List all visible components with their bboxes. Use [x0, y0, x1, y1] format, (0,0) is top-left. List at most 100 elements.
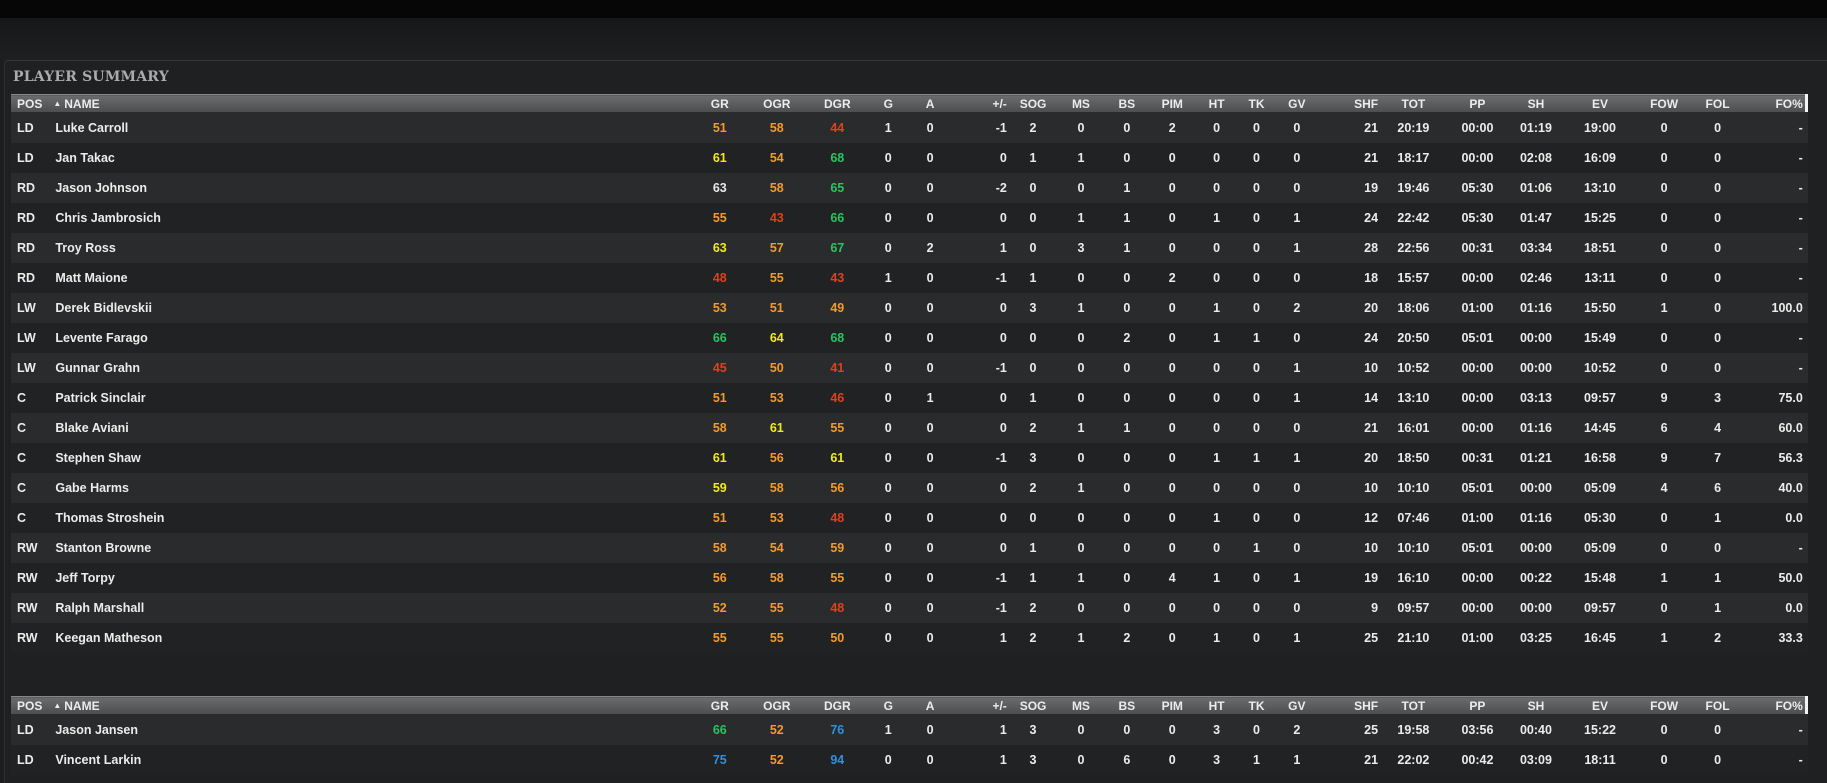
table-row[interactable]: LW Derek Bidlevskii 53 51 49 0 0 0 3 1 0 0 1 0 2 20 18:0…	[11, 293, 1808, 323]
table-row[interactable]: LD Jason Jansen 66 52 76 1 0 1 3 0 0 0 3 0 2 25 19:58 03:…	[11, 714, 1808, 745]
col-header-fol[interactable]: FOL	[1691, 94, 1744, 113]
col-header-a[interactable]: A	[908, 94, 952, 113]
table-row[interactable]: RW Stanton Browne 58 54 59 0 0 0 1 0 0 0 0 1 0 10 10:10 0…	[11, 533, 1808, 563]
table-row[interactable]: C Thomas Stroshein 51 53 48 0 0 0 0 0 0 0 1 0 0 12 07:46…	[11, 503, 1808, 533]
col-header-plus-minus[interactable]: +/-	[951, 94, 1009, 113]
col-header-gv[interactable]: GV	[1275, 696, 1319, 715]
col-header-gr[interactable]: GR	[693, 94, 747, 113]
col-header-ht[interactable]: HT	[1195, 94, 1238, 113]
col-header-tk[interactable]: TK	[1237, 94, 1276, 113]
cell-name[interactable]: Gabe Harms	[51, 473, 694, 503]
cell-name[interactable]: Gunnar Grahn	[51, 353, 694, 383]
table-row[interactable]: LD Jan Takac 61 54 68 0 0 0 1 1 0 0 0 0 0 21 18:17 00:00 0…	[11, 143, 1808, 173]
cell-name[interactable]: Chris Jambrosich	[51, 203, 694, 233]
col-header-ev[interactable]: EV	[1563, 696, 1637, 715]
cell-name[interactable]: Jeff Torpy	[51, 563, 694, 593]
col-header-ht[interactable]: HT	[1195, 696, 1238, 715]
col-header-pp[interactable]: PP	[1446, 94, 1509, 113]
col-header-name[interactable]: ▲ NAME	[51, 94, 694, 113]
col-header-g[interactable]: G	[867, 696, 909, 715]
table-row[interactable]: C Stephen Shaw 61 56 61 0 0 -1 3 0 0 0 1 1 1 20 18:50 00:…	[11, 443, 1808, 473]
col-header-ogr[interactable]: OGR	[746, 696, 808, 715]
col-header-fol[interactable]: FOL	[1691, 696, 1744, 715]
cell-fol: 0	[1691, 263, 1744, 293]
cell-name[interactable]: Luke Carroll	[51, 112, 694, 143]
cell-name[interactable]: Thomas Stroshein	[51, 503, 694, 533]
col-header-sh[interactable]: SH	[1508, 696, 1564, 715]
col-header-ev[interactable]: EV	[1563, 94, 1637, 113]
table-row[interactable]: LD Vincent Larkin 75 52 94 0 0 1 3 0 6 0 3 1 1 21 22:02 0…	[11, 745, 1808, 775]
cell-sh: 03:13	[1508, 383, 1564, 413]
col-header-ogr[interactable]: OGR	[746, 94, 808, 113]
cell-fow: 0	[1636, 143, 1692, 173]
table-row[interactable]: RD Matt Maione 48 55 43 1 0 -1 1 0 0 2 0 0 0 18 15:57 00:…	[11, 263, 1808, 293]
col-header-sog[interactable]: SOG	[1008, 94, 1058, 113]
cell-pos: LW	[11, 323, 52, 353]
col-header-pim[interactable]: PIM	[1149, 696, 1196, 715]
cell-name[interactable]: Stephen Shaw	[51, 443, 694, 473]
col-header-tot[interactable]: TOT	[1380, 94, 1447, 113]
table-row[interactable]: RW Keegan Matheson 55 55 50 0 0 1 2 1 2 0 1 0 1 25 21:10…	[11, 623, 1808, 653]
col-header-name[interactable]: ▲ NAME	[51, 696, 694, 715]
col-header-gv[interactable]: GV	[1275, 94, 1319, 113]
cell-ms: 0	[1057, 443, 1105, 473]
cell-sh: 00:00	[1508, 593, 1564, 623]
cell-name[interactable]: Matt Maione	[51, 263, 694, 293]
cell-plus-minus: 1	[951, 233, 1009, 263]
cell-name[interactable]: Vincent Larkin	[51, 745, 694, 775]
table-row[interactable]: C Blake Aviani 58 61 55 0 0 0 2 1 1 0 0 0 0 21 16:01 00:0…	[11, 413, 1808, 443]
col-header-tot[interactable]: TOT	[1380, 696, 1447, 715]
col-header-bs[interactable]: BS	[1104, 94, 1150, 113]
cell-name[interactable]: Stanton Browne	[51, 533, 694, 563]
col-header-pp[interactable]: PP	[1446, 696, 1509, 715]
cell-shf: 19	[1318, 563, 1381, 593]
cell-name[interactable]: Troy Ross	[51, 233, 694, 263]
col-header-bs[interactable]: BS	[1104, 696, 1150, 715]
table-row[interactable]: RD Jason Johnson 63 58 65 0 0 -2 0 0 1 0 0 0 0 19 19:46 0…	[11, 173, 1808, 203]
col-header-shf[interactable]: SHF	[1318, 696, 1381, 715]
col-header-dgr[interactable]: DGR	[807, 696, 868, 715]
table-row[interactable]: C Gabe Harms 59 58 56 0 0 0 2 1 0 0 0 0 0 10 10:10 05:01 0…	[11, 473, 1808, 503]
cell-name[interactable]: Keegan Matheson	[51, 623, 694, 653]
col-header-tk[interactable]: TK	[1237, 696, 1276, 715]
table-row[interactable]: LW Levente Farago 66 64 68 0 0 0 0 0 2 0 1 1 0 24 20:50 0…	[11, 323, 1808, 353]
col-header-sh[interactable]: SH	[1508, 94, 1564, 113]
col-header-ms[interactable]: MS	[1057, 696, 1105, 715]
cell-tk: 0	[1237, 383, 1276, 413]
col-header-ms[interactable]: MS	[1057, 94, 1105, 113]
col-header-fow[interactable]: FOW	[1636, 696, 1692, 715]
col-header-pos[interactable]: POS	[11, 94, 52, 113]
col-header-gr[interactable]: GR	[693, 696, 747, 715]
table-header: POS ▲ NAME GR OGR DGR G A +/- SOG MS BS PIM HT TK GV SHF…	[11, 94, 1808, 113]
table-row[interactable]: LW Gunnar Grahn 45 50 41 0 0 -1 0 0 0 0 0 0 1 10 10:52 00…	[11, 353, 1808, 383]
cell-name[interactable]: Jason Johnson	[51, 173, 694, 203]
col-header-pim[interactable]: PIM	[1149, 94, 1196, 113]
col-header-pos[interactable]: POS	[11, 696, 52, 715]
cell-name[interactable]: Jan Takac	[51, 143, 694, 173]
cell-name[interactable]: Blake Aviani	[51, 413, 694, 443]
col-header-fo-pct[interactable]: FO%	[1743, 696, 1805, 715]
cell-name[interactable]: Patrick Sinclair	[51, 383, 694, 413]
col-header-sog[interactable]: SOG	[1008, 696, 1058, 715]
table-row[interactable]: LD Luke Carroll 51 58 44 1 0 -1 2 0 0 2 0 0 0 21 20:19 00…	[11, 112, 1808, 143]
table-row[interactable]: C Patrick Sinclair 51 53 46 0 1 0 1 0 0 0 0 0 1 14 13:10…	[11, 383, 1808, 413]
table-row[interactable]: RD Troy Ross 63 57 67 0 2 1 0 3 1 0 0 0 1 28 22:56 00:31 0…	[11, 233, 1808, 263]
cell-sh: 01:16	[1508, 413, 1564, 443]
cell-name[interactable]: Ralph Marshall	[51, 593, 694, 623]
cell-name[interactable]: Jason Jansen	[51, 714, 694, 745]
col-header-fow[interactable]: FOW	[1636, 94, 1692, 113]
col-header-shf[interactable]: SHF	[1318, 94, 1381, 113]
cell-sh: 02:46	[1508, 263, 1564, 293]
cell-name[interactable]: Levente Farago	[51, 323, 694, 353]
col-header-dgr[interactable]: DGR	[807, 94, 868, 113]
col-header-a[interactable]: A	[908, 696, 952, 715]
table-row[interactable]: RW Ralph Marshall 52 55 48 0 0 -1 2 0 0 0 0 0 0 9 09:57 0…	[11, 593, 1808, 623]
table-row[interactable]: RW Jeff Torpy 56 58 55 0 0 -1 1 1 0 4 1 0 1 19 16:10 00:0…	[11, 563, 1808, 593]
col-header-label: HT	[1208, 96, 1225, 111]
cell-name[interactable]: Derek Bidlevskii	[51, 293, 694, 323]
table-row[interactable]: RD Chris Jambrosich 55 43 66 0 0 0 0 1 1 0 1 0 1 24 22:4…	[11, 203, 1808, 233]
col-header-label: GV	[1288, 96, 1306, 111]
col-header-fo-pct[interactable]: FO%	[1743, 94, 1805, 113]
col-header-g[interactable]: G	[867, 94, 909, 113]
col-header-plus-minus[interactable]: +/-	[951, 696, 1009, 715]
